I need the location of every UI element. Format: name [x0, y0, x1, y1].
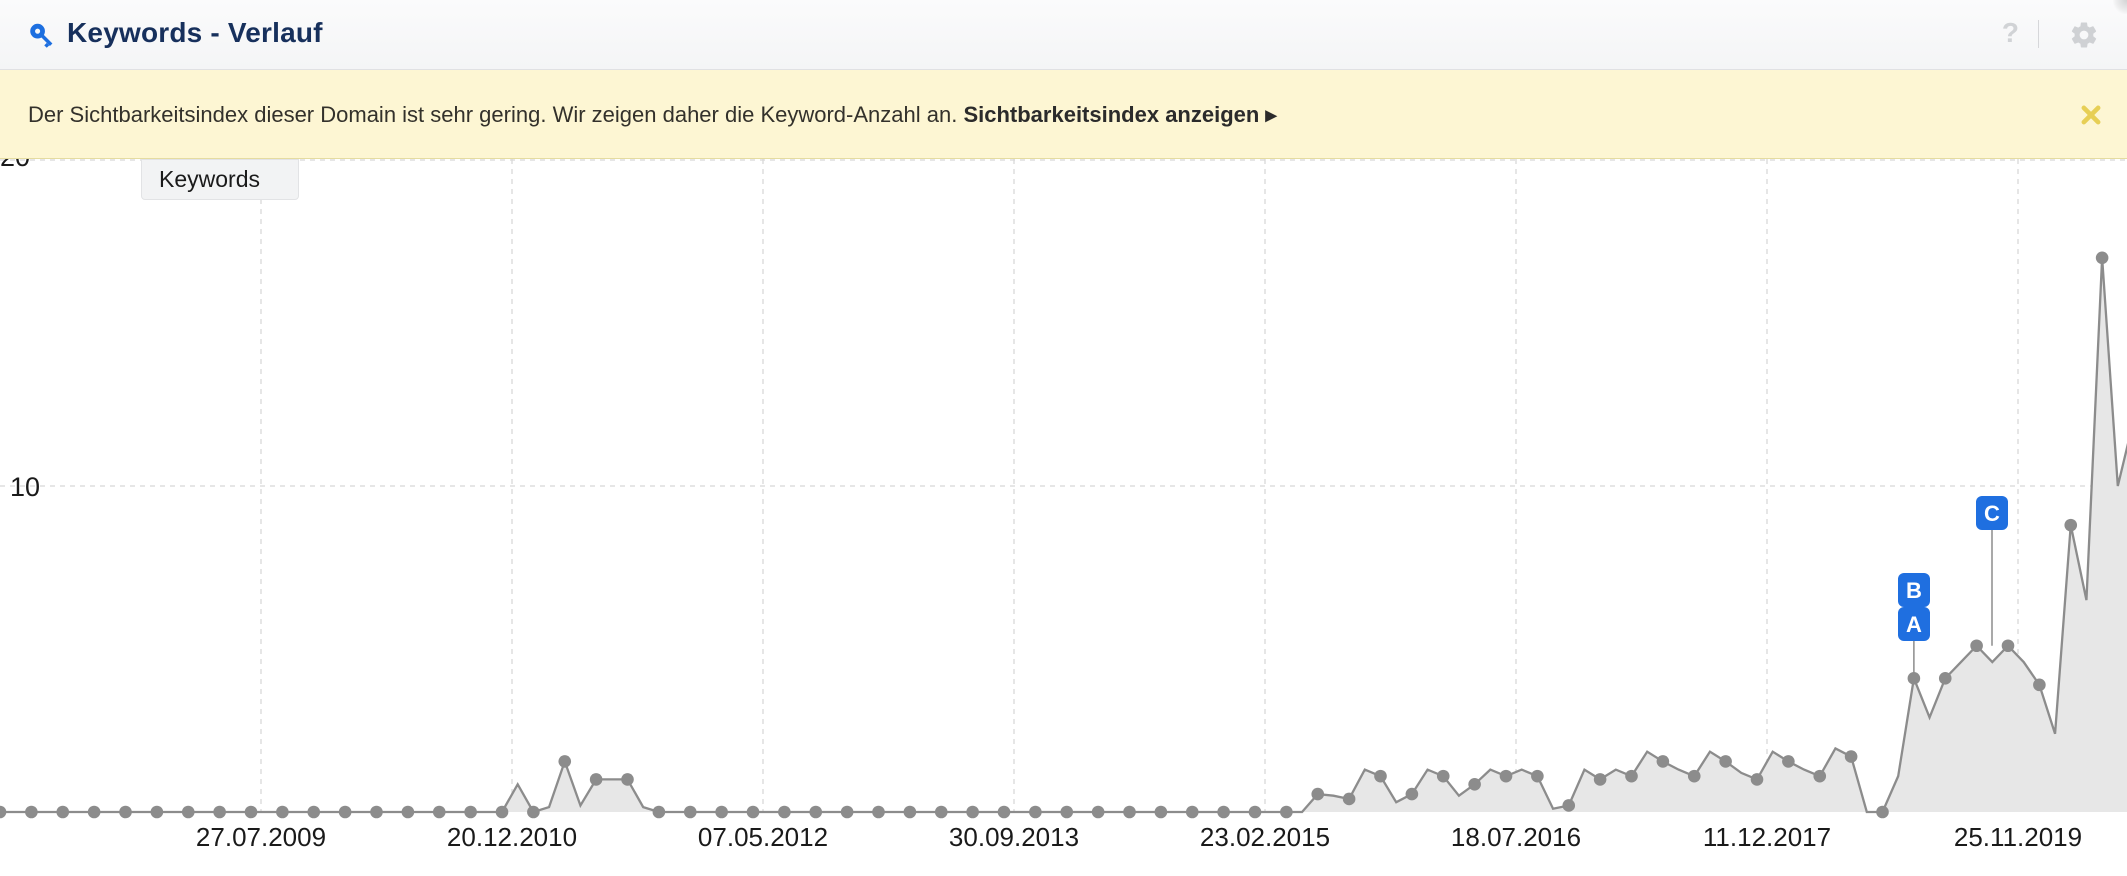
svg-text:27.07.2009: 27.07.2009 — [196, 822, 326, 852]
svg-text:20.12.2010: 20.12.2010 — [447, 822, 577, 852]
svg-text:07.05.2012: 07.05.2012 — [698, 822, 828, 852]
svg-text:20: 20 — [0, 159, 30, 172]
svg-text:B: B — [1906, 578, 1922, 603]
svg-text:23.02.2015: 23.02.2015 — [1200, 822, 1330, 852]
svg-text:11.12.2017: 11.12.2017 — [1703, 822, 1831, 852]
svg-text:30.09.2013: 30.09.2013 — [949, 822, 1079, 852]
svg-text:C: C — [1984, 501, 2000, 526]
svg-text:25.11.2019: 25.11.2019 — [1954, 822, 2082, 852]
svg-text:18.07.2016: 18.07.2016 — [1451, 822, 1581, 852]
svg-text:10: 10 — [10, 472, 40, 502]
svg-text:A: A — [1906, 612, 1922, 637]
